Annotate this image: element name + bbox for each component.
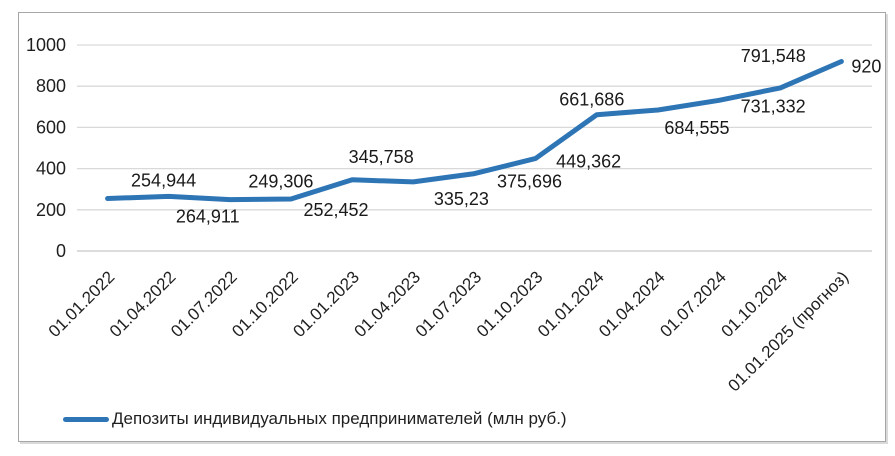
data-label: 375,696 — [497, 172, 562, 192]
data-label: 920 — [851, 56, 881, 76]
data-label: 791,548 — [741, 46, 806, 66]
data-label: 449,362 — [556, 151, 621, 171]
data-label: 661,686 — [559, 90, 624, 110]
data-label: 684,555 — [664, 118, 729, 138]
y-axis-tick-label: 1000 — [26, 35, 66, 55]
y-axis-tick-label: 400 — [36, 159, 66, 179]
data-label: 264,911 — [176, 206, 240, 226]
x-axis-tick-label: 01.01.2025 (прогноз) — [724, 267, 852, 395]
data-label: 345,758 — [349, 147, 414, 167]
data-label: 335,23 — [434, 189, 489, 209]
y-axis-tick-label: 800 — [36, 76, 66, 96]
chart-frame — [18, 12, 886, 442]
legend-line-swatch — [63, 416, 109, 422]
y-axis-tick-label: 0 — [56, 241, 66, 261]
data-label: 731,332 — [741, 96, 806, 116]
data-label: 249,306 — [248, 172, 313, 192]
chart-legend: Депозиты индивидуальных предпринимателей… — [63, 409, 567, 429]
legend-label: Депозиты индивидуальных предпринимателей… — [112, 409, 567, 428]
y-axis-tick-label: 600 — [36, 117, 66, 137]
series-line-deposits — [105, 59, 844, 203]
y-axis-tick-label: 200 — [36, 200, 66, 220]
data-label: 252,452 — [303, 200, 368, 220]
data-label: 254,944 — [131, 170, 196, 190]
